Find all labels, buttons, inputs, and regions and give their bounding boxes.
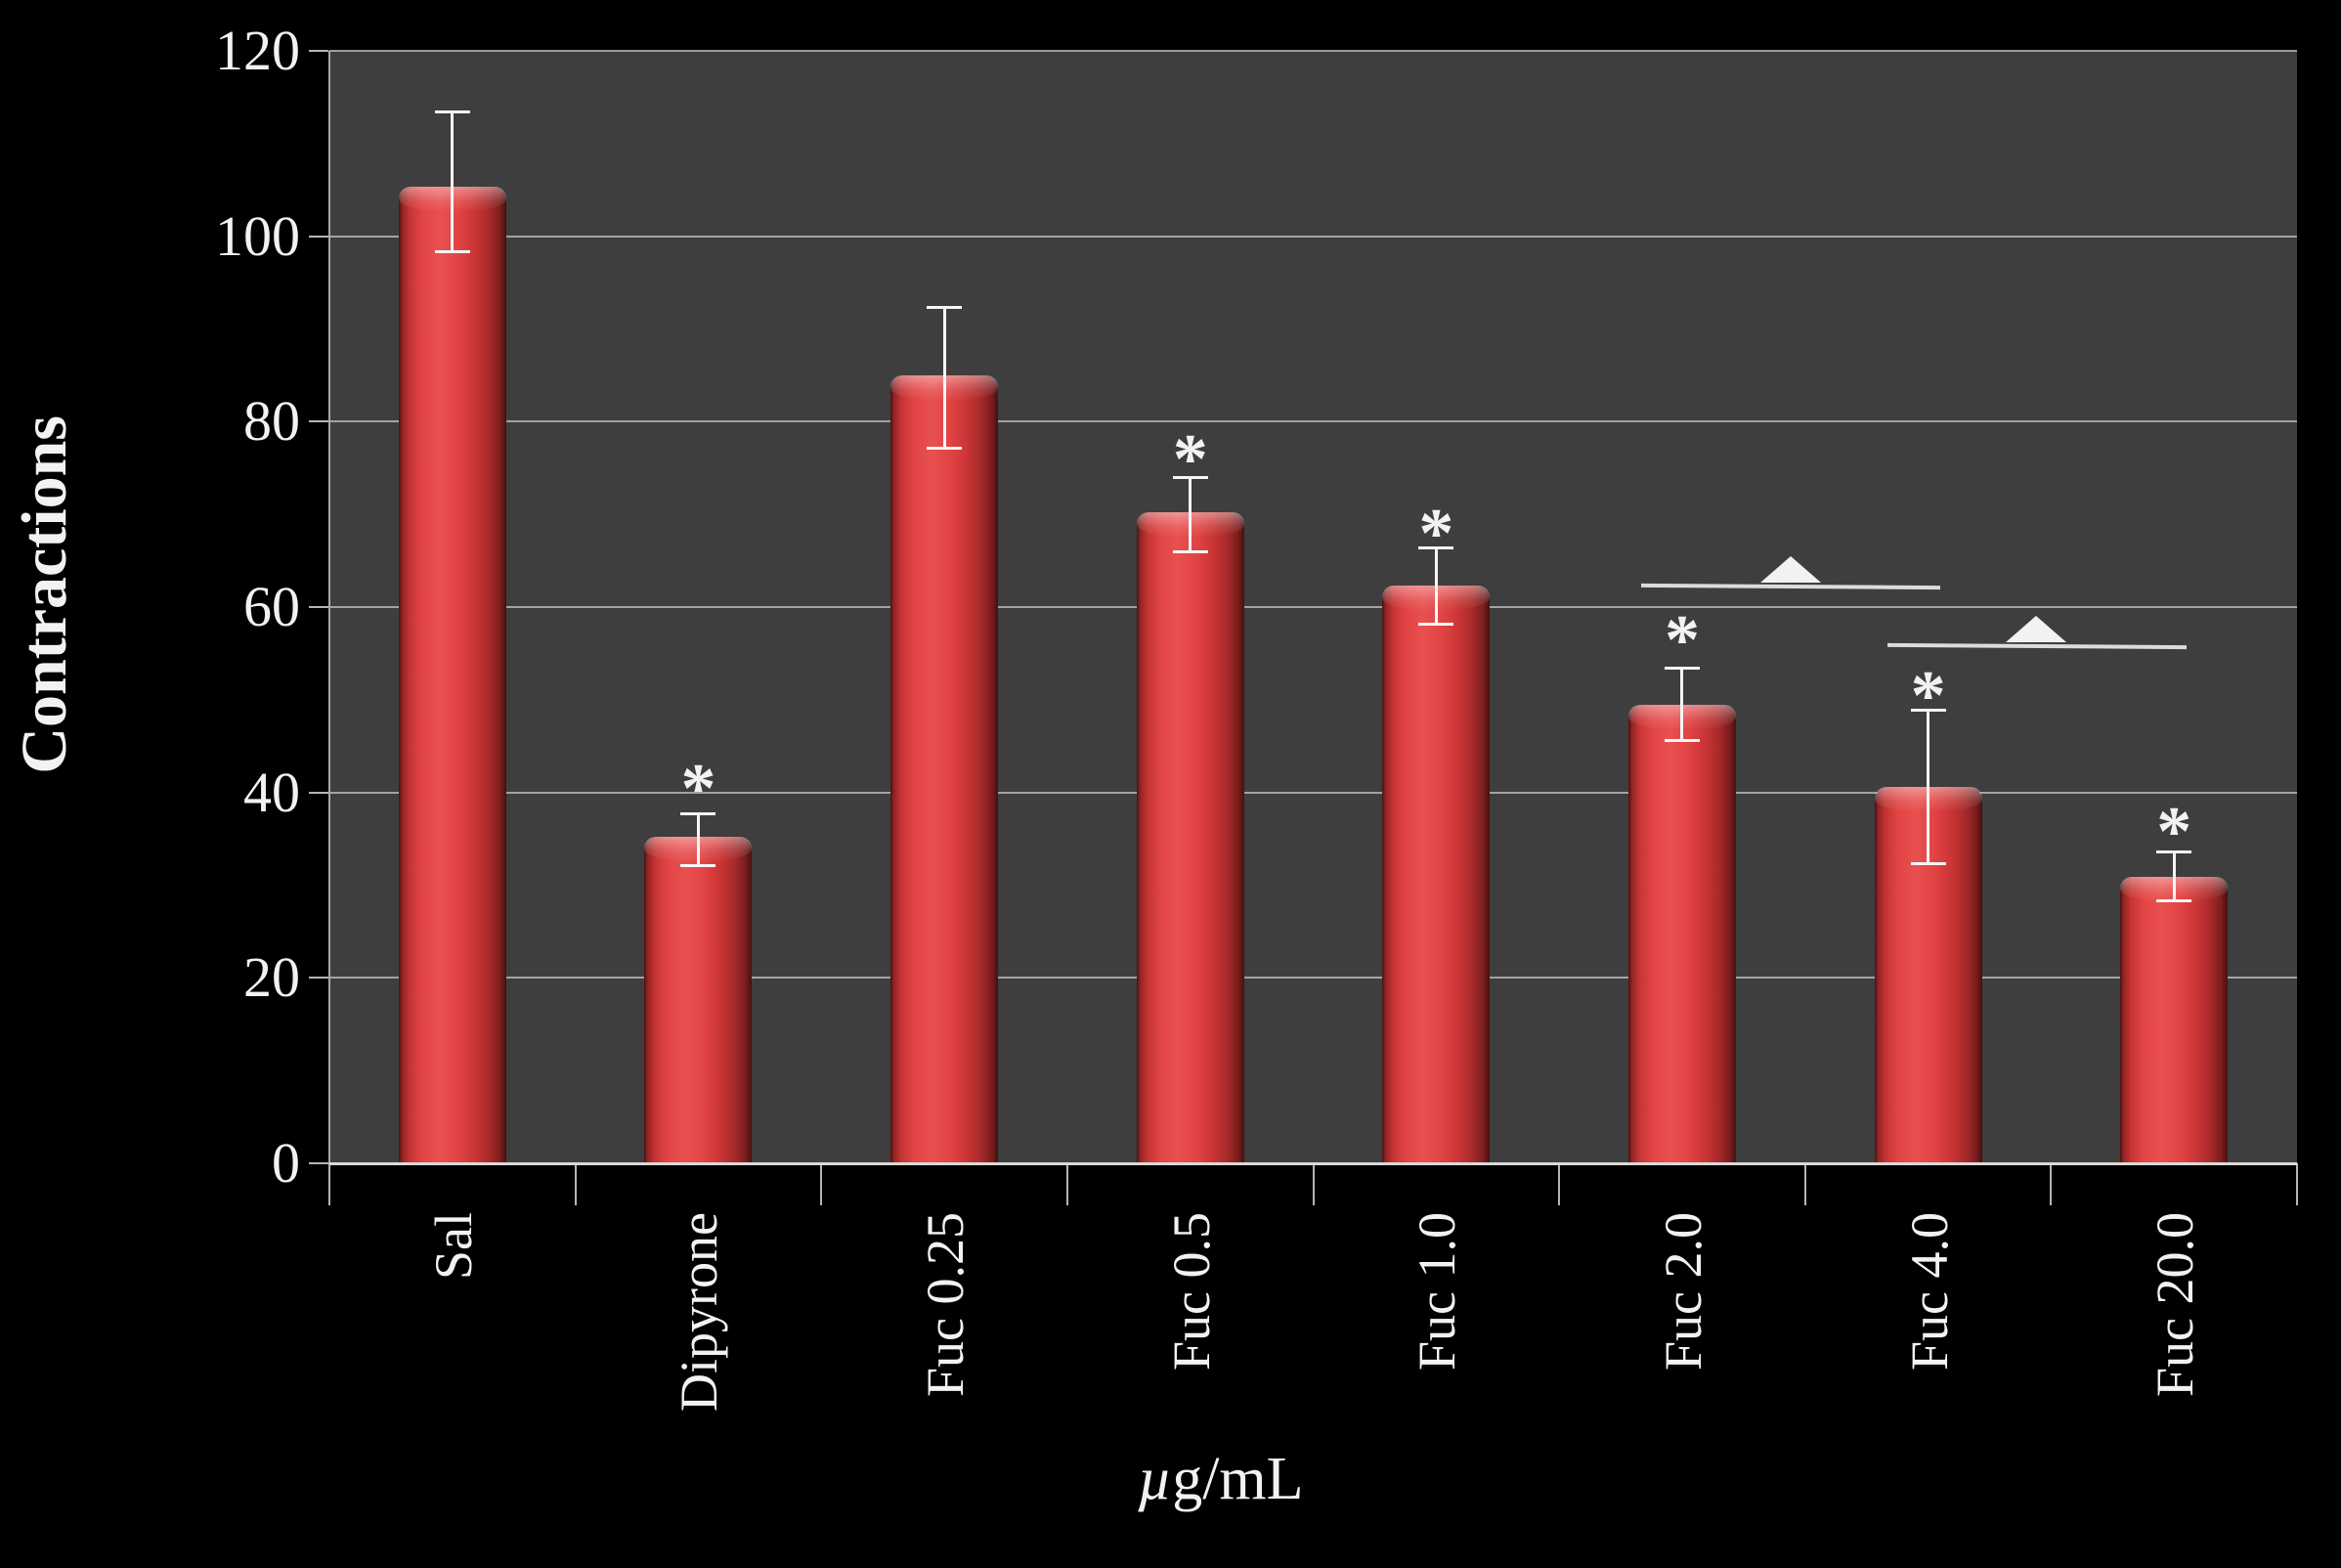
bar-Sal [398,187,506,1163]
error-bar-cap-bottom-Sal [434,249,470,253]
gridline-20 [329,977,2297,980]
y-tick-label-40: 40 [243,760,300,824]
y-axis-tick-0 [309,1162,328,1164]
bar-Fuc 0.25 [890,374,999,1163]
significance-asterisk-Fuc 0.5: * [1172,419,1208,499]
x-category-label-Fuc 1.0: Fuc 1.0 [1408,1212,1467,1371]
x-axis-tick-7 [2050,1163,2053,1205]
error-bar-Fuc 0.5 [1189,477,1192,553]
bar-Fuc 20.0 [2120,876,2229,1163]
error-bar-Fuc 0.25 [942,306,946,449]
x-category-label-Fuc 0.25: Fuc 0.25 [916,1212,975,1397]
y-axis-tick-60 [309,606,328,608]
x-category-label-Fuc 2.0: Fuc 2.0 [1653,1212,1712,1371]
y-axis-tick-120 [309,50,328,52]
x-axis-tick-5 [1558,1163,1561,1205]
significance-asterisk-Fuc 4.0: * [1910,656,1946,735]
y-tick-label-80: 80 [243,389,300,454]
bar-Fuc 1.0 [1382,586,1491,1163]
error-bar-cap-bottom-Fuc 4.0 [1910,861,1946,865]
x-axis-tick-0 [328,1163,330,1205]
x-category-label-Fuc 4.0: Fuc 4.0 [1899,1212,1959,1371]
error-bar-cap-top-Sal [434,109,470,113]
error-bar-Fuc 4.0 [1927,710,1930,864]
y-axis-line [328,51,330,1163]
error-bar-cap-bottom-Fuc 1.0 [1418,623,1454,627]
significance-asterisk-Fuc 20.0: * [2156,792,2192,871]
bar-Dipyrone [644,837,753,1163]
x-category-label-Dipyrone: Dipyrone [670,1212,729,1412]
error-bar-cap-bottom-Fuc 2.0 [1664,738,1700,742]
y-axis-tick-80 [309,420,328,423]
x-axis-tick-1 [574,1163,577,1205]
gridline-60 [329,606,2297,608]
error-bar-Fuc 1.0 [1434,547,1438,625]
x-axis-tick-2 [820,1163,823,1205]
error-bar-cap-bottom-Fuc 0.25 [927,446,963,450]
x-category-label-Sal: Sal [423,1212,483,1281]
error-bar-cap-top-Fuc 4.0 [1910,709,1946,713]
y-tick-label-0: 0 [272,1131,300,1195]
error-bar-cap-top-Fuc 0.25 [927,305,963,309]
x-category-label-Fuc 20.0: Fuc 20.0 [2146,1212,2205,1397]
x-category-label-Fuc 0.5: Fuc 0.5 [1161,1212,1221,1371]
y-axis-tick-40 [309,791,328,794]
triangle-marker-2 [2006,615,2067,642]
significance-asterisk-Fuc 2.0: * [1664,600,1700,679]
y-axis-tick-100 [309,235,328,238]
y-axis-title: Contractions [9,415,80,774]
error-bar-cap-bottom-Dipyrone [680,863,716,867]
error-bar-cap-top-Fuc 0.5 [1172,476,1208,480]
gridline-100 [329,235,2297,238]
error-bar-cap-bottom-Fuc 20.0 [2156,898,2192,902]
error-bar-Sal [451,110,455,252]
gridline-40 [329,791,2297,794]
error-bar-cap-bottom-Fuc 0.5 [1172,550,1208,554]
y-tick-label-60: 60 [243,575,300,638]
significance-asterisk-Dipyrone: * [680,749,716,828]
error-bar-Fuc 2.0 [1680,667,1684,741]
error-bar-cap-top-Dipyrone [680,812,716,816]
bar-Fuc 0.5 [1136,512,1244,1163]
error-bar-cap-top-Fuc 2.0 [1664,666,1700,670]
gridline-120 [329,50,2297,52]
error-bar-Dipyrone [696,813,700,866]
y-tick-label-120: 120 [215,19,300,82]
bar-Fuc 2.0 [1627,704,1736,1163]
error-bar-cap-top-Fuc 20.0 [2156,850,2192,854]
significance-asterisk-Fuc 1.0: * [1418,494,1454,573]
y-tick-label-20: 20 [243,945,300,1010]
x-axis-title: µg/mL [1137,1446,1304,1512]
error-bar-cap-top-Fuc 1.0 [1418,546,1454,550]
triangle-marker-1 [1759,556,1821,584]
gridline-80 [329,420,2297,423]
y-axis-tick-20 [309,977,328,980]
error-bar-Fuc 20.0 [2172,851,2176,901]
x-axis-baseline [329,1162,2297,1165]
x-axis-tick-8 [2296,1163,2298,1205]
y-tick-label-100: 100 [215,203,300,268]
x-axis-tick-4 [1312,1163,1315,1205]
x-axis-tick-6 [1803,1163,1806,1205]
x-axis-tick-3 [1065,1163,1068,1205]
